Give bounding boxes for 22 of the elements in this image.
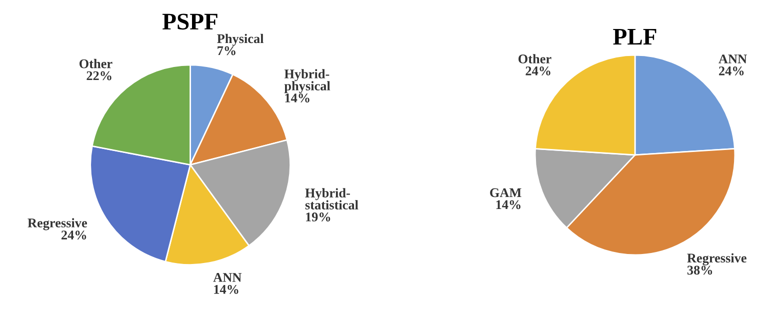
slice-label: Hybrid-physical bbox=[284, 69, 330, 94]
slice-label: ANN bbox=[718, 54, 747, 64]
slice-label: Other bbox=[80, 58, 112, 68]
data-label: 24% bbox=[526, 66, 550, 76]
slice-label: GAM bbox=[490, 188, 522, 198]
chart-title: PSPF bbox=[162, 14, 218, 30]
data-label: 14% bbox=[496, 200, 520, 210]
slice-label: Regressive bbox=[687, 253, 746, 266]
data-label: 38% bbox=[687, 266, 712, 275]
data-label: 14% bbox=[285, 94, 310, 102]
data-label: 24% bbox=[62, 230, 86, 240]
data-label: 14% bbox=[214, 284, 238, 294]
slice-label: Physical bbox=[217, 34, 264, 46]
slice-label: Regressive bbox=[28, 218, 87, 230]
chart-title: PLF bbox=[613, 29, 656, 44]
data-label: 7% bbox=[218, 46, 236, 56]
slice-label: ANN bbox=[213, 273, 242, 282]
data-label: 22% bbox=[86, 71, 112, 80]
slice-label: Other bbox=[518, 54, 552, 64]
data-label: 24% bbox=[719, 66, 744, 76]
slice-label: Hybrid-statistical bbox=[305, 188, 358, 210]
data-label: 19% bbox=[306, 212, 330, 222]
